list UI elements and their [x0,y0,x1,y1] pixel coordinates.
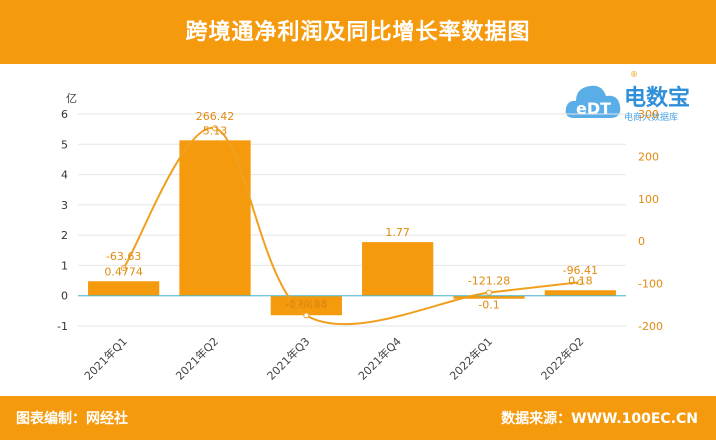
y2-tick-label: -100 [638,278,663,291]
page-title: 跨境通净利润及同比增长率数据图 [185,20,531,45]
line-value-label: -63.63 [106,250,141,263]
x-tick-label: 2022年Q2 [538,334,587,383]
x-tick-label: 2022年Q1 [447,334,496,383]
footer-source: 数据来源：WWW.100EC.CN [501,411,698,427]
line-value-label: -121.28 [468,275,510,288]
y-tick-label: 0 [61,290,68,303]
line-point [486,289,492,296]
line-value-label: -96.41 [563,264,598,277]
y-tick-label: 3 [61,199,68,212]
y-axis-unit: 亿 [66,92,77,105]
bar-value-label: -0.6444 [285,299,327,312]
x-tick-label: 2021年Q1 [81,334,130,383]
y2-tick-label: 200 [638,150,659,163]
line-point [303,312,310,319]
bar [270,295,342,316]
y-tick-label: 1 [61,259,68,272]
bars-layer [78,140,626,316]
labels-layer: 0.4774 5.13 -0.6444 1.77 -0.1 0.18 -63.63 266.4… [104,110,598,311]
x-axis: 2021年Q1 2021年Q2 2021年Q3 2021年Q4 2022年Q1 2022年… [81,334,586,383]
bar-value-label: 5.13 [203,124,228,137]
footer-credit: 图表编制：网经社 [16,411,128,427]
line-value-label: 266.42 [196,110,235,123]
y2-tick-label: 100 [638,193,659,206]
y2-tick-label: -200 [638,320,663,333]
line-point [120,265,127,272]
y-tick-label: 6 [61,108,68,121]
right-axis: -200 -100 0 100 200 300 [638,108,663,333]
logo: eDT 电数宝 ® 电商大数据库 [564,70,714,126]
y2-tick-label: 300 [638,108,659,121]
y-tick-label: 2 [61,229,68,242]
y-tick-label: 4 [61,169,68,182]
grid-layer [78,113,626,327]
line-layer [120,125,584,326]
left-axis: 亿 -1 0 1 2 3 4 5 6 [57,92,77,333]
y-tick-label: -1 [57,320,68,333]
y2-tick-label: 0 [638,235,645,248]
bar [179,140,251,296]
cloud-logo-icon: eDT [565,85,621,118]
header-bar: 跨境通净利润及同比增长率数据图 [0,0,716,64]
x-tick-label: 2021年Q2 [173,334,222,383]
logo-subtitle: 电商大数据库 [624,113,679,123]
svg-text:eDT: eDT [576,99,611,118]
bar [453,295,525,299]
footer-bar: 图表编制：网经社 数据来源：WWW.100EC.CN [0,396,716,440]
growth-rate-line [122,127,581,326]
logo-brand: 电数宝 [624,86,691,111]
bar-value-label: -0.1 [478,299,499,312]
bar [362,242,434,296]
y-tick-label: 5 [61,138,68,151]
bar-value-label: 1.77 [385,226,410,239]
bar [544,290,616,296]
line-value-label: -174.98 [285,297,327,310]
bar-value-label: 0.4774 [104,265,143,278]
bar [88,281,160,296]
bar-value-label: 0.18 [568,274,593,287]
x-tick-label: 2021年Q4 [355,334,404,383]
line-point [212,125,218,132]
line-point [577,279,584,286]
logo-mark: ® [630,70,638,79]
x-tick-label: 2021年Q3 [264,334,313,383]
chart: 亿 -1 0 1 2 3 4 5 6 -200 -100 0 100 200 300 0.4774 5.1… [57,92,663,383]
